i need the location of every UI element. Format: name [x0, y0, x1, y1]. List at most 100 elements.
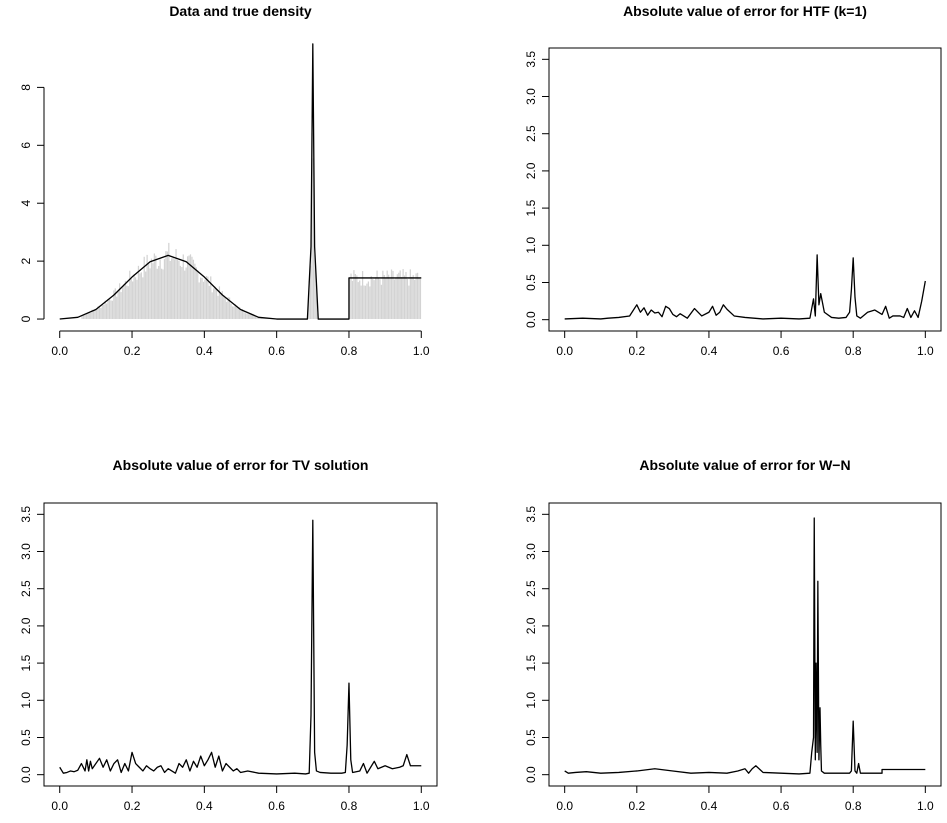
- histogram-bar: [408, 285, 410, 320]
- y-tick-label: 0: [19, 315, 33, 322]
- y-tick-label: 1.5: [524, 199, 538, 216]
- histogram-bar: [197, 270, 199, 320]
- x-tick-label: 1.0: [413, 344, 430, 358]
- panel-title: Absolute value of error for HTF (k=1): [623, 3, 867, 19]
- y-tick-label: 0.5: [19, 729, 33, 746]
- panel-title: Data and true density: [169, 3, 312, 19]
- histogram-bar: [130, 278, 132, 320]
- histogram-bar: [82, 314, 85, 320]
- histogram-bar: [114, 288, 116, 320]
- histogram-bar: [186, 256, 189, 320]
- histogram-bar: [253, 315, 255, 320]
- histogram-bar: [363, 285, 365, 320]
- series-line: [59, 519, 422, 775]
- x-tick-label: 1.0: [917, 344, 934, 358]
- histogram-bar: [246, 313, 248, 320]
- histogram-bar: [178, 260, 180, 320]
- histogram-bar: [247, 314, 249, 320]
- histogram-bar: [389, 278, 391, 320]
- y-axis: 0.0 0.5 1.0 1.5 2.0 2.5 3.0 3.5: [524, 51, 550, 328]
- y-axis: 0.0 0.5 1.0 1.5 2.0 2.5 3.0 3.5: [524, 506, 550, 783]
- histogram-bar: [398, 272, 400, 320]
- histogram-bar: [260, 317, 262, 320]
- histogram-bar: [226, 301, 228, 320]
- histogram-bar: [257, 317, 260, 320]
- histogram-bar: [140, 272, 142, 320]
- histogram-bar: [244, 313, 247, 320]
- histogram-bar: [165, 251, 167, 320]
- histogram-bar: [416, 272, 419, 320]
- histogram-bar: [204, 279, 206, 320]
- panel-2: Absolute value of error for HTF (k=1) 0.0…: [524, 3, 942, 358]
- histogram-bar: [152, 263, 154, 320]
- histogram-bar: [88, 312, 90, 320]
- histogram-bar: [94, 310, 96, 320]
- histogram-bar: [107, 299, 109, 320]
- y-tick-label: 2.5: [19, 580, 33, 597]
- x-tick-label: 0.2: [124, 344, 141, 358]
- histogram-bar: [217, 295, 219, 320]
- histogram-bar: [218, 286, 221, 320]
- histogram-bar: [399, 270, 401, 320]
- histogram-bar: [311, 133, 313, 320]
- histogram-bar: [308, 280, 310, 320]
- series-line: [564, 517, 926, 775]
- histogram-bar: [405, 271, 407, 320]
- histogram-bar: [241, 309, 244, 320]
- histogram-bar: [236, 305, 238, 320]
- x-axis: 0.0 0.2 0.4 0.6 0.8 1.0: [556, 330, 934, 358]
- histogram-bar: [105, 303, 108, 320]
- histogram-bar: [129, 270, 131, 320]
- histogram-bar: [127, 286, 129, 320]
- histogram-bar: [411, 276, 413, 320]
- histogram-bar: [208, 285, 210, 320]
- histogram-bar: [263, 317, 265, 320]
- x-tick-label: 0.6: [268, 344, 285, 358]
- y-tick-label: 0.5: [524, 729, 538, 746]
- histogram-bar: [119, 283, 121, 320]
- histogram-bar: [147, 263, 150, 320]
- panel-4: Absolute value of error for W−N 0.0 0.2 0.4…: [524, 457, 942, 813]
- histogram-bar: [92, 310, 95, 320]
- histogram-bar: [224, 297, 226, 320]
- histogram-bar: [188, 255, 190, 320]
- histogram-bar: [156, 268, 158, 320]
- histogram-bar: [133, 274, 135, 320]
- histogram-bar: [182, 254, 184, 320]
- histogram-bar: [233, 306, 235, 320]
- y-tick-label: 2.5: [524, 125, 538, 142]
- histogram-bar: [221, 291, 223, 320]
- histogram-bar: [153, 253, 155, 320]
- histogram-bar: [220, 294, 222, 320]
- histogram-bar: [262, 317, 264, 320]
- histogram-bar: [134, 277, 137, 320]
- x-tick-label: 0.4: [196, 799, 213, 813]
- x-tick-label: 0.0: [51, 799, 68, 813]
- histogram-bar: [155, 255, 157, 320]
- histogram-bar: [314, 254, 316, 320]
- histogram-bar: [159, 259, 161, 320]
- y-tick-label: 3.0: [19, 543, 33, 560]
- histogram-bar: [403, 275, 406, 320]
- histogram-bar: [95, 309, 98, 320]
- histogram-bar: [375, 277, 377, 320]
- histogram-bar: [110, 300, 112, 320]
- histogram-bar: [249, 313, 251, 320]
- histogram-bar: [168, 242, 170, 320]
- x-tick-label: 0.6: [773, 799, 790, 813]
- x-tick-label: 0.4: [701, 344, 718, 358]
- histogram-bar: [91, 309, 93, 320]
- histogram-bar: [149, 268, 151, 320]
- y-tick-label: 1.5: [19, 654, 33, 671]
- histogram-bar: [189, 254, 192, 320]
- histogram-bar: [354, 273, 356, 320]
- histogram-bar: [100, 307, 102, 320]
- histogram-bar: [158, 265, 160, 320]
- histogram-bar: [160, 268, 163, 320]
- histogram-bar: [192, 259, 195, 320]
- histogram-bar: [259, 317, 261, 320]
- x-tick-label: 0.0: [556, 799, 573, 813]
- histogram: [81, 133, 422, 320]
- histogram-bar: [406, 279, 409, 320]
